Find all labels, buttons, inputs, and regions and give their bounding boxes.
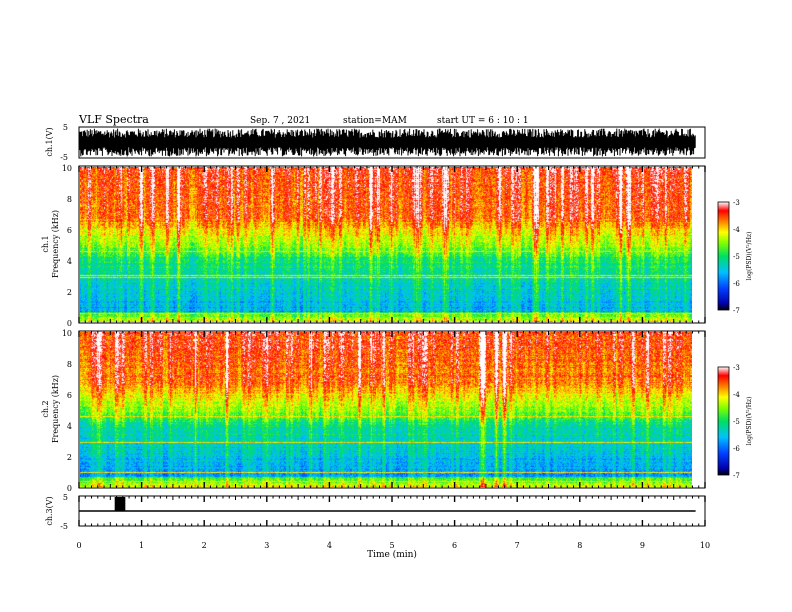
ch1-ytick-top: 5 bbox=[63, 123, 68, 132]
ch1-ytick-6: 6 bbox=[67, 226, 72, 235]
x-axis-label: Time (min) bbox=[367, 549, 417, 560]
ch2-ytick-0: 0 bbox=[67, 484, 72, 493]
ch2-ylabel-frequency: Frequency (kHz) bbox=[51, 375, 60, 443]
x-tick-label: 3 bbox=[264, 541, 269, 550]
x-axis-tick-labels: 0 1 2 3 4 5 6 7 8 9 10 bbox=[76, 541, 710, 550]
ch1-waveform-ylabel: ch.1(V) bbox=[45, 127, 54, 156]
ch2-ytick-10: 10 bbox=[62, 329, 72, 338]
ch1-spectrogram-image-wrap bbox=[80, 167, 692, 322]
x-tick-label: 2 bbox=[202, 541, 207, 550]
date-label: Sep. 7 , 2021 bbox=[250, 116, 310, 126]
x-tick-label: 1 bbox=[139, 541, 144, 550]
ch3-panel: 5 -5 ch.3(V) bbox=[45, 493, 706, 531]
ch1-cb-tick-m5: -5 bbox=[733, 253, 740, 261]
ch2-colorbar-label: log(PSD)(V²/Hz) bbox=[746, 397, 753, 446]
ch2-ylabel-channel: ch.2 bbox=[41, 400, 50, 417]
ch1-colorbar: -3 -4 -5 -6 -7 log(PSD)(V²/Hz) bbox=[717, 199, 753, 315]
ch1-colorbar-gradient bbox=[717, 201, 730, 311]
ch3-ytick-bottom: -5 bbox=[60, 522, 68, 531]
ch1-spectrogram-panel: 0 2 4 6 8 10 ch.1 Frequency (kHz) bbox=[41, 164, 706, 328]
ch2-colorbar-gradient bbox=[717, 366, 730, 476]
ch2-spectrogram-image-wrap bbox=[80, 332, 692, 487]
x-tick-label: 7 bbox=[515, 541, 520, 550]
x-tick-label: 8 bbox=[577, 541, 582, 550]
ch1-waveform-panel: 5 -5 ch.1(V) bbox=[45, 123, 706, 162]
ch3-pulse bbox=[114, 497, 126, 511]
ch2-cb-tick-m4: -4 bbox=[733, 391, 740, 399]
x-tick-label: 0 bbox=[76, 541, 81, 550]
ch3-ytick-top: 5 bbox=[63, 493, 68, 502]
ch1-ytick-0: 0 bbox=[67, 319, 72, 328]
x-tick-label: 6 bbox=[452, 541, 457, 550]
x-tick-label: 4 bbox=[327, 541, 332, 550]
ch2-cb-tick-m5: -5 bbox=[733, 418, 740, 426]
x-tick-label: 10 bbox=[700, 541, 710, 550]
ch1-colorbar-label: log(PSD)(V²/Hz) bbox=[746, 232, 753, 281]
ch1-waveform-trace bbox=[79, 128, 696, 157]
ch1-cb-tick-m6: -6 bbox=[733, 280, 740, 288]
start-time-label: start UT = 6 : 10 : 1 bbox=[437, 116, 529, 126]
ch2-spectrogram-image bbox=[80, 332, 692, 487]
ch1-ytick-bottom: -5 bbox=[60, 153, 68, 162]
ch1-ytick-2: 2 bbox=[67, 288, 72, 297]
figure-title: VLF Spectra bbox=[78, 113, 149, 126]
ch1-ytick-8: 8 bbox=[67, 195, 72, 204]
ch2-cb-tick-m3: -3 bbox=[733, 364, 740, 372]
ch1-ytick-4: 4 bbox=[67, 257, 72, 266]
ch2-ytick-2: 2 bbox=[67, 453, 72, 462]
ch2-spectrogram-panel: 0 2 4 6 8 10 ch.2 Frequency (kHz) bbox=[41, 329, 706, 493]
x-tick-label: 5 bbox=[389, 541, 394, 550]
ch2-ytick-8: 8 bbox=[67, 360, 72, 369]
ch1-ylabel-channel: ch.1 bbox=[41, 235, 50, 252]
station-label: station=MAM bbox=[343, 116, 407, 126]
ch2-cb-tick-m7: -7 bbox=[733, 472, 740, 480]
ch2-cb-tick-m6: -6 bbox=[733, 445, 740, 453]
ch1-cb-tick-m7: -7 bbox=[733, 307, 740, 315]
ch1-ylabel-frequency: Frequency (kHz) bbox=[51, 210, 60, 278]
ch2-ytick-6: 6 bbox=[67, 391, 72, 400]
ch1-cb-tick-m3: -3 bbox=[733, 199, 740, 207]
ch1-ytick-10: 10 bbox=[62, 164, 72, 173]
ch1-spectrogram-image bbox=[80, 167, 692, 322]
x-tick-label: 9 bbox=[640, 541, 645, 550]
ch2-ytick-4: 4 bbox=[67, 422, 72, 431]
ch2-colorbar: -3 -4 -5 -6 -7 log(PSD)(V²/Hz) bbox=[717, 364, 753, 480]
ch1-cb-tick-m4: -4 bbox=[733, 226, 740, 234]
ch3-ylabel: ch.3(V) bbox=[45, 496, 54, 525]
